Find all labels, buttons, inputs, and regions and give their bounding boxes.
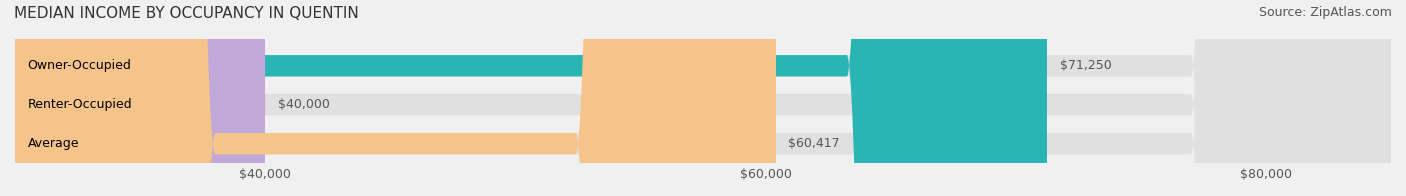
- Text: $60,417: $60,417: [789, 137, 841, 150]
- Text: Source: ZipAtlas.com: Source: ZipAtlas.com: [1258, 6, 1392, 19]
- Text: $71,250: $71,250: [1060, 59, 1111, 72]
- FancyBboxPatch shape: [15, 0, 1391, 196]
- Text: Average: Average: [28, 137, 79, 150]
- Text: Owner-Occupied: Owner-Occupied: [28, 59, 131, 72]
- FancyBboxPatch shape: [15, 0, 776, 196]
- Text: Renter-Occupied: Renter-Occupied: [28, 98, 132, 111]
- FancyBboxPatch shape: [15, 0, 1391, 196]
- FancyBboxPatch shape: [15, 0, 1391, 196]
- Text: MEDIAN INCOME BY OCCUPANCY IN QUENTIN: MEDIAN INCOME BY OCCUPANCY IN QUENTIN: [14, 6, 359, 21]
- Text: $40,000: $40,000: [278, 98, 329, 111]
- FancyBboxPatch shape: [15, 0, 266, 196]
- FancyBboxPatch shape: [15, 0, 1047, 196]
